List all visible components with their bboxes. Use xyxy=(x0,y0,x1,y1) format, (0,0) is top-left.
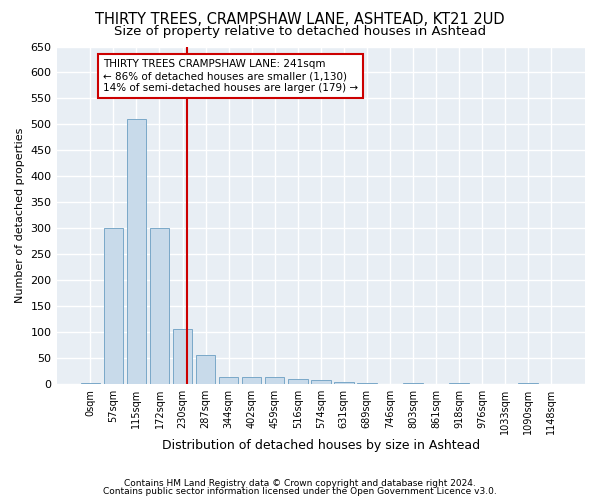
Bar xyxy=(127,119,146,384)
Bar xyxy=(173,330,193,384)
Bar xyxy=(311,380,331,384)
Text: Size of property relative to detached houses in Ashtead: Size of property relative to detached ho… xyxy=(114,25,486,38)
Bar xyxy=(288,379,308,384)
Bar xyxy=(149,228,169,384)
Bar xyxy=(265,377,284,384)
Y-axis label: Number of detached properties: Number of detached properties xyxy=(15,128,25,303)
Text: Contains public sector information licensed under the Open Government Licence v3: Contains public sector information licen… xyxy=(103,487,497,496)
Bar xyxy=(219,377,238,384)
Bar xyxy=(518,383,538,384)
Bar xyxy=(449,383,469,384)
Bar xyxy=(403,383,423,384)
Bar xyxy=(334,382,353,384)
X-axis label: Distribution of detached houses by size in Ashtead: Distribution of detached houses by size … xyxy=(162,440,480,452)
Text: THIRTY TREES, CRAMPSHAW LANE, ASHTEAD, KT21 2UD: THIRTY TREES, CRAMPSHAW LANE, ASHTEAD, K… xyxy=(95,12,505,28)
Bar xyxy=(80,383,100,384)
Text: THIRTY TREES CRAMPSHAW LANE: 241sqm
← 86% of detached houses are smaller (1,130): THIRTY TREES CRAMPSHAW LANE: 241sqm ← 86… xyxy=(103,60,358,92)
Bar xyxy=(242,377,262,384)
Bar xyxy=(104,228,123,384)
Bar xyxy=(196,356,215,384)
Text: Contains HM Land Registry data © Crown copyright and database right 2024.: Contains HM Land Registry data © Crown c… xyxy=(124,478,476,488)
Bar xyxy=(357,383,377,384)
